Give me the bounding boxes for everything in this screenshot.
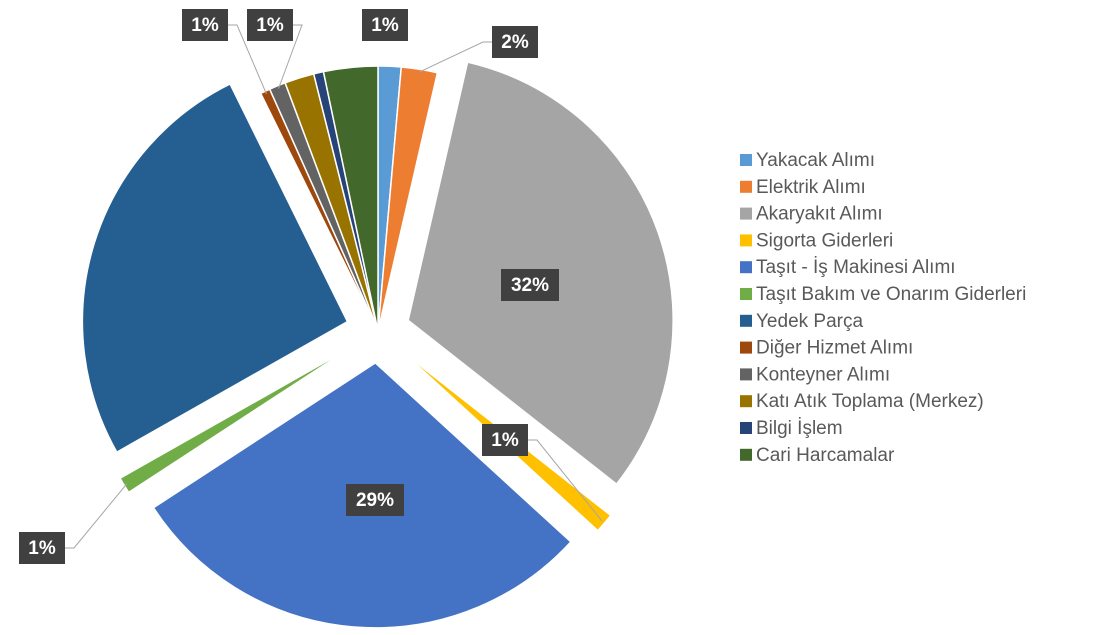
data-label: 1% bbox=[191, 15, 219, 36]
legend-swatch bbox=[740, 448, 752, 461]
leader-line bbox=[64, 483, 128, 549]
pie-slice bbox=[119, 346, 352, 494]
data-label-box bbox=[19, 532, 65, 564]
legend-swatch bbox=[740, 395, 752, 408]
data-label: 2% bbox=[501, 32, 529, 53]
legend-label: Taşıt - İş Makinesi Alımı bbox=[756, 257, 956, 278]
leader-line bbox=[278, 24, 303, 89]
legend-label: Konteyner Alımı bbox=[756, 364, 890, 385]
legend-label: Elektrik Alımı bbox=[756, 177, 866, 198]
data-label-box bbox=[346, 484, 404, 516]
data-label: 1% bbox=[28, 538, 56, 559]
legend-label: Yedek Parça bbox=[756, 311, 863, 332]
legend-label: Taşıt Bakım ve Onarım Giderleri bbox=[756, 284, 1026, 305]
legend-label: Yakacak Alımı bbox=[756, 150, 875, 171]
data-label-box bbox=[482, 424, 528, 456]
data-label: 32% bbox=[511, 275, 549, 296]
legend-swatch bbox=[740, 422, 752, 434]
pie-slice bbox=[322, 65, 379, 332]
legend-swatch bbox=[740, 314, 752, 327]
legend-swatch bbox=[740, 341, 752, 354]
data-label: 29% bbox=[356, 490, 394, 511]
leader-line bbox=[527, 439, 603, 522]
data-label-box bbox=[362, 9, 408, 41]
data-label-box bbox=[492, 26, 538, 58]
pie-slice bbox=[81, 82, 349, 454]
legend-label: Bilgi İşlem bbox=[756, 418, 843, 439]
data-label: 1% bbox=[491, 430, 519, 451]
legend-label: Cari Harcamalar bbox=[756, 445, 895, 466]
leader-line bbox=[227, 24, 267, 95]
data-label-box bbox=[182, 9, 228, 41]
legend-swatch bbox=[740, 368, 752, 381]
legend-swatch bbox=[740, 154, 752, 166]
legend-swatch bbox=[740, 207, 752, 220]
legend-swatch bbox=[740, 234, 752, 247]
legend-label: Sigorta Giderleri bbox=[756, 230, 893, 251]
legend-label: Akaryakıt Alımı bbox=[756, 204, 883, 225]
data-label: 1% bbox=[256, 15, 284, 36]
legend-swatch bbox=[740, 261, 752, 274]
legend-label: Diğer Hizmet Alımı bbox=[756, 338, 913, 359]
data-label-box bbox=[501, 269, 559, 301]
data-label-box bbox=[247, 9, 293, 41]
pie-slice bbox=[377, 66, 439, 332]
leader-line bbox=[418, 41, 493, 73]
data-label: 1% bbox=[371, 15, 399, 36]
legend-label: Katı Atık Toplama (Merkez) bbox=[756, 391, 984, 412]
legend-swatch bbox=[740, 180, 752, 193]
legend-swatch bbox=[740, 288, 752, 300]
